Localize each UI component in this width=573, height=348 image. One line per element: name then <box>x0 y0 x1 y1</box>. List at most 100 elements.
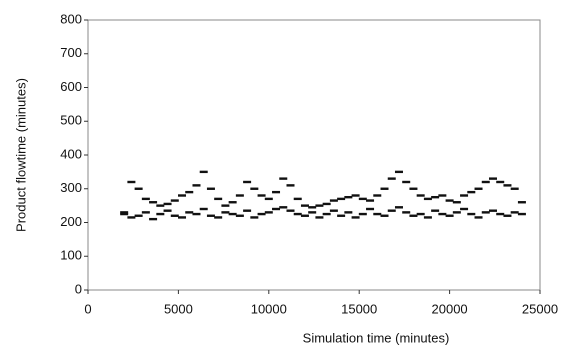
point <box>228 201 237 204</box>
point <box>488 177 497 180</box>
point <box>402 180 411 184</box>
point <box>358 197 367 201</box>
point <box>438 212 447 216</box>
point <box>416 212 425 216</box>
x-tick-label: 20000 <box>432 301 468 316</box>
point <box>272 190 281 194</box>
point <box>445 214 454 217</box>
point <box>279 177 288 180</box>
point <box>120 211 129 214</box>
point <box>460 207 469 211</box>
point <box>293 197 302 201</box>
point <box>178 194 187 197</box>
point <box>445 199 454 202</box>
point <box>344 211 353 214</box>
x-axis-label: Simulation time (minutes) <box>303 330 450 345</box>
point <box>156 212 165 216</box>
point <box>431 195 440 199</box>
point <box>416 194 425 197</box>
point <box>366 199 375 202</box>
point <box>243 180 252 184</box>
point <box>185 211 194 214</box>
point <box>264 197 273 201</box>
point <box>149 217 158 221</box>
point <box>460 194 469 197</box>
point <box>438 194 447 197</box>
point <box>394 170 403 174</box>
point <box>496 212 505 216</box>
point <box>120 212 129 216</box>
point <box>474 216 483 219</box>
point <box>141 211 150 214</box>
point <box>387 209 396 212</box>
y-tick-label: 200 <box>60 214 82 229</box>
point <box>366 207 375 211</box>
point <box>431 209 440 212</box>
point <box>510 187 519 190</box>
point <box>510 211 519 214</box>
point <box>308 211 317 214</box>
point <box>337 214 346 217</box>
point <box>235 214 244 217</box>
point <box>452 201 461 204</box>
point <box>337 197 346 201</box>
plot-frame <box>87 19 541 291</box>
point <box>127 216 136 219</box>
point <box>387 177 396 180</box>
point <box>163 202 172 206</box>
point <box>206 214 215 217</box>
y-tick-label: 100 <box>60 248 82 263</box>
point <box>206 187 215 190</box>
point <box>503 214 512 217</box>
point <box>409 214 418 217</box>
point <box>322 202 331 206</box>
point <box>221 211 230 214</box>
point <box>329 209 338 212</box>
point <box>293 212 302 216</box>
point <box>380 214 389 217</box>
point <box>235 194 244 197</box>
point <box>300 204 309 207</box>
point <box>351 194 360 197</box>
point <box>163 209 172 212</box>
point <box>286 209 295 212</box>
point <box>358 212 367 216</box>
point <box>134 187 143 190</box>
point <box>185 190 194 194</box>
y-tick-label: 600 <box>60 79 82 94</box>
x-tick-label: 0 <box>84 301 91 316</box>
point <box>315 204 324 207</box>
x-tick-label: 25000 <box>522 301 558 316</box>
point <box>257 194 266 197</box>
point <box>467 212 476 216</box>
point <box>214 197 223 201</box>
y-tick-label: 700 <box>60 45 82 60</box>
point <box>351 216 360 219</box>
point <box>156 204 165 207</box>
point <box>423 216 432 219</box>
point <box>272 207 281 211</box>
point <box>149 201 158 204</box>
point <box>373 194 382 197</box>
point <box>467 190 476 194</box>
point <box>409 187 418 190</box>
point <box>192 184 201 187</box>
point <box>503 184 512 187</box>
point <box>178 216 187 219</box>
y-tick-label: 400 <box>60 146 82 161</box>
point <box>488 209 497 212</box>
point <box>286 184 295 187</box>
point <box>322 212 331 216</box>
point <box>243 209 252 212</box>
point <box>250 187 259 190</box>
point <box>134 214 143 217</box>
x-tick-label: 10000 <box>251 301 287 316</box>
point <box>199 207 208 211</box>
point <box>228 212 237 216</box>
point <box>279 206 288 209</box>
y-tick-label: 500 <box>60 113 82 128</box>
point <box>199 170 208 174</box>
point <box>257 212 266 216</box>
point <box>192 212 201 216</box>
